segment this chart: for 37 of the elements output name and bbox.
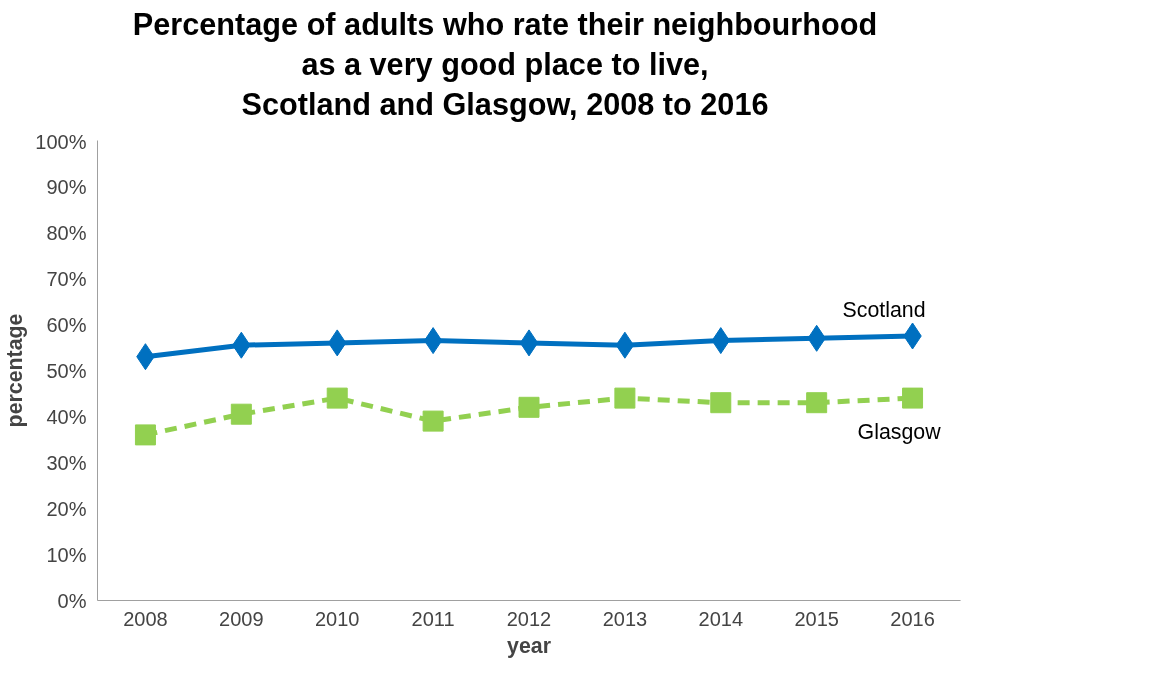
point — [134, 423, 156, 445]
point — [422, 410, 444, 432]
x-tick-label: 2015 — [794, 607, 839, 630]
series-label: Scotland — [842, 297, 926, 322]
y-axis-title: percentage — [3, 313, 28, 427]
point — [710, 391, 732, 413]
y-tick-label: 50% — [46, 359, 87, 382]
x-tick-label: 2014 — [698, 607, 744, 630]
point — [230, 403, 252, 425]
y-tick-label: 60% — [46, 313, 87, 336]
x-axis-title: year — [507, 633, 551, 658]
x-tick-label: 2010 — [314, 607, 360, 630]
point — [806, 391, 828, 413]
y-tick-label: 30% — [46, 451, 87, 474]
x-tick-label: 2009 — [219, 607, 264, 630]
y-tick-label: 80% — [46, 221, 87, 244]
point — [615, 331, 635, 359]
y-tick-label: 90% — [46, 175, 87, 198]
point — [614, 387, 636, 409]
x-tick-label: 2011 — [411, 607, 455, 630]
chart-title: Percentage of adults who rate their neighbourhood as a very good place to live, Scotland and Glasgow, 2008 to 2016 — [132, 6, 878, 124]
series-label: Glasgow — [857, 419, 942, 444]
point — [519, 328, 539, 356]
y-tick-label: 100% — [35, 130, 87, 153]
point — [518, 396, 540, 418]
point — [423, 326, 443, 354]
x-tick-label: 2013 — [602, 607, 648, 630]
y-tick-label: 10% — [46, 543, 87, 566]
y-tick-label: 0% — [57, 589, 87, 612]
x-tick-label: 2008 — [123, 607, 168, 630]
point — [326, 387, 348, 409]
y-tick-label: 70% — [46, 267, 87, 290]
x-tick-label: 2016 — [890, 607, 935, 630]
y-tick-label: 40% — [46, 405, 87, 428]
y-tick-label: 20% — [46, 497, 87, 520]
x-tick-label: 2012 — [506, 607, 552, 630]
point — [902, 387, 924, 409]
